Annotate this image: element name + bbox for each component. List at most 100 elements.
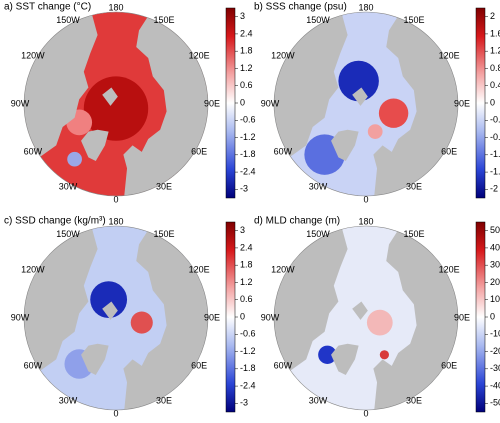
longitude-label: 120W [271,264,295,274]
longitude-label: 30W [309,182,328,192]
anomaly-region [67,151,82,167]
anomaly-region [338,60,379,102]
colorbar-tick-label: 500 [490,225,500,235]
longitude-label: 120E [189,264,210,274]
colorbar-tick-label: -1.8 [240,363,256,373]
longitude-label: 90E [204,98,220,108]
map-border [23,225,209,411]
longitude-label: 60E [191,360,207,370]
panel-title: c) SSD change (kg/m³) [4,216,106,227]
colorbar-tick-label: 3 [240,11,245,21]
longitude-label: 30E [406,396,422,406]
colorbar-tick-label: -1.8 [240,149,256,159]
anomaly-region [367,124,383,139]
colorbar-tick-label: -300 [490,363,500,373]
longitude-label: 0 [363,194,368,204]
anomaly-region [130,311,153,334]
colorbar [225,221,236,413]
colorbar-tick-label: 400 [490,242,500,252]
longitude-label: 180 [358,216,373,226]
colorbar-tick-label: -3 [240,398,248,408]
longitude-label: 150W [306,15,330,25]
longitude-label: 60W [24,146,43,156]
colorbar-tick-label: 2.4 [240,28,253,38]
longitude-label: 0 [113,194,118,204]
colorbar-tick-label: -0.8 [490,132,500,142]
longitude-label: 150E [153,229,174,239]
map-panel: c) SSD change (kg/m³) 180150E120E90E60E30… [4,216,256,419]
longitude-label: 90E [454,98,470,108]
longitude-label: 60E [441,146,457,156]
colorbar-tick-label: -200 [490,346,500,356]
colorbar-tick-label: 300 [490,260,500,270]
map-area [24,12,208,196]
longitude-label: 90E [454,312,470,322]
longitude-label: 180 [108,216,123,226]
colorbar-tick-label: 2.4 [240,242,253,252]
longitude-label: 150E [403,15,424,25]
anomaly-region [366,309,393,336]
map-area [24,226,208,410]
colorbar-tick-label: 0.6 [240,80,253,90]
colorbar [225,7,236,199]
colorbar-tick-label: -2.4 [240,166,256,176]
longitude-label: 0 [363,408,368,418]
colorbar-tick-label: -2.4 [240,380,256,390]
map-border [273,225,459,411]
colorbar-tick-label: -0.4 [490,115,500,125]
longitude-label: 150W [56,229,80,239]
longitude-label: 180 [358,2,373,12]
colorbar-tick-label: -400 [490,380,500,390]
panel-title: d) MLD change (m) [254,216,340,227]
colorbar-tick-label: -0.6 [240,329,256,339]
colorbar-tick-label: -2 [490,184,498,194]
longitude-label: 60E [441,360,457,370]
longitude-label: 120E [189,50,210,60]
longitude-label: 120W [271,50,295,60]
longitude-label: 30E [156,182,172,192]
longitude-label: 0 [113,408,118,418]
map-panel: d) MLD change (m) 180 150E 120E 90E 60E 30E 0 30… [254,216,500,419]
colorbar-tick-label: 2 [490,11,495,21]
longitude-label: 120E [439,264,460,274]
colorbar-tick-label: -1.2 [240,132,256,142]
longitude-label: 60W [274,146,293,156]
longitude-label: 90W [261,98,280,108]
colorbar-tick-label: -1.2 [240,346,256,356]
longitude-label: 150E [153,15,174,25]
colorbar-tick-label: 1.2 [240,277,253,287]
longitude-label: 90E [204,312,220,322]
colorbar-tick-label: 0.6 [240,294,253,304]
longitude-label: 60E [191,146,207,156]
panel-title: b) SSS change (psu) [254,2,347,13]
anomaly-region [83,76,149,141]
colorbar-tick-label: 0 [240,97,245,107]
anomaly-region [90,281,128,318]
longitude-label: 30W [309,396,328,406]
longitude-label: 180 [108,2,123,12]
colorbar-tick-label: 0 [240,311,245,321]
colorbar-tick-label: 0 [490,97,495,107]
colorbar-tick-label: 1.8 [240,46,253,56]
longitude-label: 30E [406,182,422,192]
colorbar [475,7,486,199]
longitude-label: 60W [274,360,293,370]
colorbar-tick-label: 200 [490,277,500,287]
colorbar-tick-label: 3 [240,225,245,235]
colorbar-tick-label: 0.4 [490,80,500,90]
colorbar-tick-label: -100 [490,329,500,339]
colorbar-tick-label: 0.8 [490,63,500,73]
colorbar-tick-label: -0.6 [240,115,256,125]
map-area [274,226,458,410]
map-border [23,11,209,197]
map-panel: a) SST change (°C) 180 150E 120E 90E 60E 30E 0 3… [4,2,256,205]
anomaly-region [318,345,337,364]
longitude-label: 120E [439,50,460,60]
longitude-label: 90W [261,312,280,322]
longitude-label: 30W [59,396,78,406]
colorbar-tick-label: -1.2 [490,149,500,159]
map-panel: b) SSS change (psu) 180 150E 120E 90E 60E 30E 0… [254,2,500,205]
colorbar-tick-label: 100 [490,294,500,304]
longitude-label: 90W [11,312,30,322]
